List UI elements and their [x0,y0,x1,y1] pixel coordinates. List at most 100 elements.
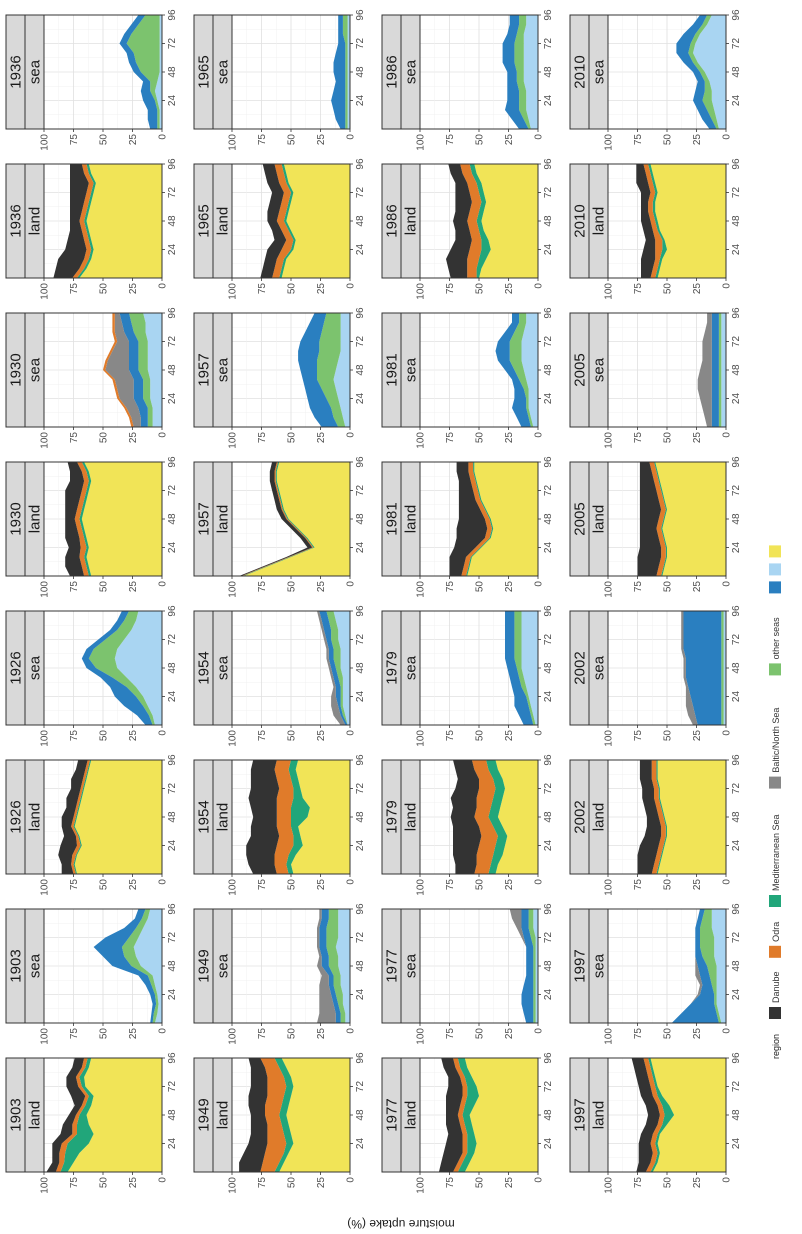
x-tick-label: 24 [167,1138,178,1150]
area-layer-3 [681,611,698,725]
facet-panel-1977-land: 1977 land 0 25 50 75 100 24 48 72 96 [381,1052,554,1194]
area-layer-1 [129,313,153,427]
x-tick-label: 48 [543,215,554,227]
x-tick-label: 24 [355,95,366,107]
x-tick-label: 24 [355,989,366,1001]
facet-panel-1997-sea: 1997 sea 0 25 50 75 100 24 48 72 96 [569,903,742,1045]
y-tick-label: 75 [257,432,268,444]
area-layer-2 [81,611,153,725]
y-tick-label: 75 [633,1177,644,1189]
y-tick-label: 25 [692,730,703,742]
legend-swatch-7 [769,545,781,558]
facet-panel-2010-land: 2010 land 0 25 50 75 100 24 48 72 96 [569,158,742,300]
y-tick-label: 25 [128,730,139,742]
x-tick-label: 24 [355,691,366,703]
y-tick-label: 75 [69,1028,80,1040]
y-tick-label: 100 [604,283,615,300]
facet-panel-1930-land: 1930 land 0 25 50 75 100 24 48 72 96 [5,456,178,598]
y-tick-label: 0 [346,432,357,438]
y-tick-label: 0 [534,134,545,140]
y-tick-label: 0 [534,432,545,438]
facet-panel-1903-land: 1903 land 0 25 50 75 100 24 48 72 96 [5,1052,178,1194]
x-tick-label: 48 [543,811,554,823]
x-tick-label: 24 [731,989,742,1001]
x-tick-label: 48 [731,811,742,823]
x-tick-label: 48 [543,662,554,674]
facet-kind-label: sea [591,59,608,84]
x-tick-label: 72 [731,783,742,795]
area-layer-0 [467,462,538,576]
facet-year-label: 1986 [384,204,401,237]
x-tick-label: 72 [543,932,554,944]
y-tick-label: 100 [604,730,615,747]
area-layer-0 [333,313,350,427]
x-tick-label: 72 [355,932,366,944]
facet-year-label: 1926 [8,651,25,684]
y-tick-label: 100 [416,730,427,747]
x-tick-label: 24 [355,393,366,405]
facet-panel-1936-sea: 1936 sea 0 25 50 75 100 24 48 72 96 [5,9,178,151]
area-layer-3 [53,164,89,278]
x-tick-label: 48 [167,811,178,823]
x-tick-label: 72 [731,1081,742,1093]
y-tick-label: 0 [346,581,357,587]
x-tick-label: 24 [543,542,554,554]
y-tick-label: 0 [346,1028,357,1034]
x-tick-label: 96 [543,307,554,319]
y-tick-label: 0 [722,1177,733,1183]
x-tick-label: 48 [355,1109,366,1121]
facet-kind-label: sea [215,357,232,382]
y-tick-label: 75 [445,134,456,146]
facet-year-label: 1965 [196,55,213,88]
x-tick-label: 24 [731,95,742,107]
x-tick-label: 48 [355,662,366,674]
y-tick-label: 100 [228,730,239,747]
y-tick-label: 25 [692,1177,703,1189]
y-tick-label: 0 [158,432,169,438]
area-layer-3 [46,1058,86,1172]
x-tick-label: 24 [543,244,554,256]
facet-kind-label: land [27,505,44,533]
y-tick-label: 100 [40,134,51,151]
x-tick-label: 72 [543,187,554,199]
x-tick-label: 48 [167,66,178,78]
y-tick-label: 25 [692,283,703,295]
area-layer-1 [286,760,310,874]
area-layer-3 [317,611,346,725]
y-tick-label: 0 [346,1177,357,1183]
legend-title: region [771,1034,781,1059]
area-layer-1 [79,462,92,576]
y-tick-label: 25 [316,879,327,891]
area-layer-2 [319,909,341,1023]
y-tick-label: 0 [158,283,169,289]
x-tick-label: 24 [167,691,178,703]
facet-year-label: 1957 [196,502,213,535]
y-tick-label: 75 [445,730,456,742]
area-layer-1 [342,15,348,129]
area-layer-1 [718,313,722,427]
x-tick-label: 96 [731,456,742,468]
y-tick-label: 50 [287,134,298,146]
x-tick-label: 24 [731,244,742,256]
x-tick-label: 96 [731,1052,742,1064]
x-tick-label: 48 [167,364,178,376]
x-tick-label: 72 [167,634,178,646]
area-layer-0 [154,15,162,129]
y-tick-label: 100 [604,432,615,449]
facet-panel-1981-land: 1981 land 0 25 50 75 100 24 48 72 96 [381,456,554,598]
x-tick-label: 48 [355,960,366,972]
area-layer-0 [79,164,162,278]
y-tick-label: 75 [445,1177,456,1189]
facet-year-label: 2005 [572,502,589,535]
facet-kind-label: sea [215,953,232,978]
facet-panel-1977-sea: 1977 sea 0 25 50 75 100 24 48 72 96 [381,903,554,1045]
facet-kind-label: sea [27,655,44,680]
facet-kind-label: land [215,1101,232,1129]
x-tick-label: 72 [543,1081,554,1093]
legend-swatch-5 [769,581,781,594]
x-tick-label: 96 [543,754,554,766]
y-tick-label: 25 [504,432,515,444]
area-layer-2 [471,760,498,874]
facet-year-label: 1981 [384,502,401,535]
